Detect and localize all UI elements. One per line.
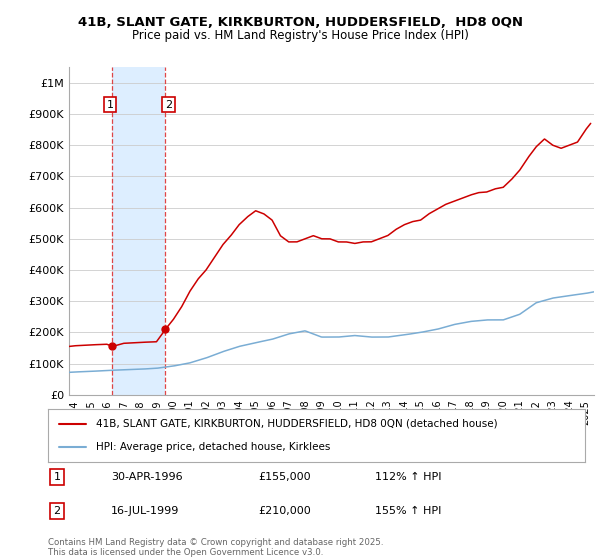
- Text: 155% ↑ HPI: 155% ↑ HPI: [375, 506, 442, 516]
- Text: HPI: Average price, detached house, Kirklees: HPI: Average price, detached house, Kirk…: [97, 442, 331, 452]
- Text: 16-JUL-1999: 16-JUL-1999: [111, 506, 179, 516]
- Bar: [112, 67, 166, 395]
- Text: 2: 2: [53, 506, 61, 516]
- Text: 30-APR-1996: 30-APR-1996: [111, 472, 182, 482]
- Text: 1: 1: [53, 472, 61, 482]
- Text: Price paid vs. HM Land Registry's House Price Index (HPI): Price paid vs. HM Land Registry's House …: [131, 29, 469, 42]
- Text: 41B, SLANT GATE, KIRKBURTON, HUDDERSFIELD,  HD8 0QN: 41B, SLANT GATE, KIRKBURTON, HUDDERSFIEL…: [77, 16, 523, 29]
- Text: 41B, SLANT GATE, KIRKBURTON, HUDDERSFIELD, HD8 0QN (detached house): 41B, SLANT GATE, KIRKBURTON, HUDDERSFIEL…: [97, 419, 498, 429]
- Text: £210,000: £210,000: [258, 506, 311, 516]
- Text: 1: 1: [106, 100, 113, 110]
- Text: 112% ↑ HPI: 112% ↑ HPI: [375, 472, 442, 482]
- Text: £155,000: £155,000: [258, 472, 311, 482]
- Text: Contains HM Land Registry data © Crown copyright and database right 2025.
This d: Contains HM Land Registry data © Crown c…: [48, 538, 383, 557]
- Text: 2: 2: [165, 100, 172, 110]
